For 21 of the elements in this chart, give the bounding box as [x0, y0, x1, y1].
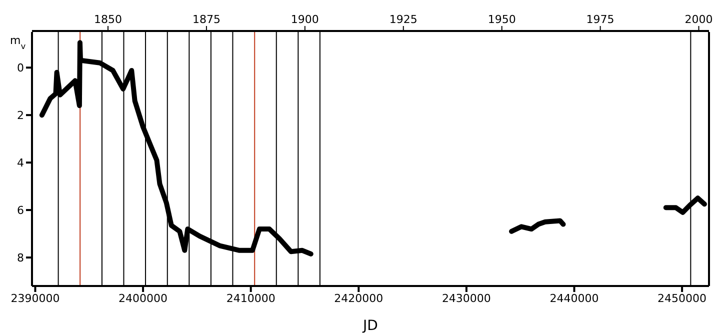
- x-tick-label: 2420000: [334, 292, 384, 305]
- x-tick-label: 2400000: [118, 292, 168, 305]
- y-axis-title: m$_{v}$: [10, 34, 26, 51]
- x2-tick-label: 1850: [94, 13, 122, 26]
- x2-tick-label: 1900: [290, 13, 319, 26]
- x2-tick-label: 2000: [684, 13, 713, 26]
- x-tick-label: 2390000: [10, 292, 60, 305]
- x-tick-label: 2430000: [442, 292, 491, 305]
- x-tick-label: 2450000: [658, 292, 707, 305]
- x-tick-label: 2410000: [226, 292, 276, 305]
- x-tick-label: 2440000: [550, 292, 599, 305]
- y-tick-label: 2: [17, 108, 24, 122]
- x2-tick-label: 1925: [389, 13, 418, 26]
- y-tick-label: 6: [17, 204, 24, 217]
- y-tick-label: 8: [17, 251, 24, 264]
- y-tick-label: 0: [17, 62, 24, 75]
- x-axis-title: JD: [362, 318, 378, 334]
- x2-tick-label: 1875: [192, 13, 220, 26]
- x2-tick-label: 1950: [488, 13, 516, 26]
- y-tick-label: 4: [17, 156, 24, 170]
- x2-tick-label: 1975: [586, 13, 614, 26]
